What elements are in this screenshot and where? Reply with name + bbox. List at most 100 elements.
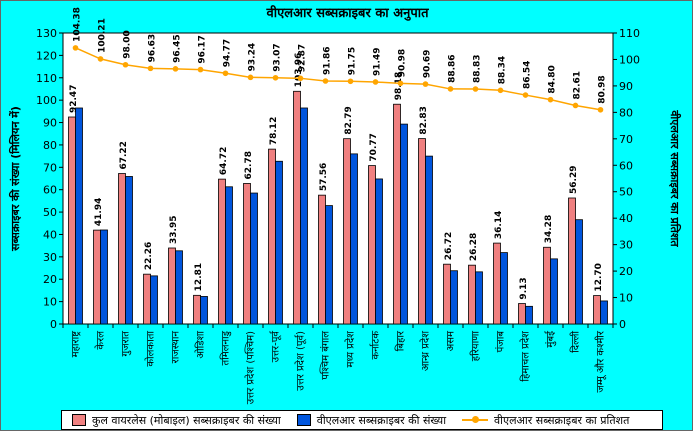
bar-vlr [250, 192, 258, 325]
bar-total [393, 103, 401, 325]
bar-data-label: 57.56 [319, 163, 329, 191]
y-left-axis-title: सब्सक्राइबर की संख्या (मिलियन में) [8, 106, 22, 252]
y-left-tick-label: 110 [36, 72, 57, 85]
bar-data-label: 22.26 [144, 242, 154, 270]
y-left-tick-label: 70 [43, 161, 57, 174]
legend-swatch-vlr [296, 414, 311, 426]
percent-point [522, 92, 529, 98]
bar-vlr [125, 176, 133, 325]
bar-vlr [100, 229, 108, 325]
y-right-tick-label: 60 [619, 159, 633, 172]
percent-point [122, 61, 129, 68]
bar-data-label: 41.94 [94, 198, 104, 226]
bar-total [568, 197, 576, 325]
y-right-tick-label: 10 [619, 292, 633, 305]
bar-vlr [550, 258, 558, 325]
bar-total [493, 242, 501, 325]
y-right-tick-label: 30 [619, 239, 633, 252]
percent-data-label: 88.83 [473, 55, 483, 83]
bar-data-label: 9.13 [519, 277, 529, 299]
y-right-tick-label: 90 [619, 80, 633, 93]
percent-line [75, 47, 601, 111]
bar-vlr [150, 275, 158, 325]
bar-vlr [75, 107, 83, 325]
legend-line-percent [462, 416, 489, 423]
bar-total [543, 246, 551, 325]
x-tick-label: मुंबई [545, 330, 557, 348]
x-tick-label: आन्ध्र प्रदेश [420, 331, 432, 371]
y-right-tick-label: 40 [619, 212, 633, 225]
percent-data-label: 92.87 [298, 44, 308, 72]
bar-total [443, 263, 451, 325]
legend-item-percent: वीएलआर सब्सक्राइबर का प्रतिशत [462, 413, 629, 428]
bar-vlr [375, 178, 383, 325]
y-left-tick-label: 0 [50, 318, 57, 331]
y-left-tick-label: 130 [36, 27, 57, 40]
percent-point [347, 78, 354, 85]
percent-data-label: 91.75 [348, 47, 358, 75]
percent-point [372, 79, 379, 85]
percent-point [172, 66, 179, 72]
percent-data-label: 93.07 [273, 43, 283, 71]
x-tick-label: असम [446, 330, 457, 351]
bar-vlr [500, 252, 508, 325]
percent-data-label: 80.98 [598, 75, 608, 103]
x-tick-label: उत्तर प्रदेश (पूर्व) [295, 331, 307, 391]
bar-vlr [425, 155, 433, 325]
percent-point [572, 102, 579, 109]
bar-vlr [450, 270, 458, 325]
bar-data-label: 92.47 [69, 85, 79, 113]
percent-point [97, 56, 104, 62]
x-tick-label: ओडिशा [195, 331, 207, 359]
x-tick-label: कोलकाता [145, 331, 157, 367]
percent-point [497, 87, 504, 94]
bar-total [468, 264, 476, 325]
legend: कुल वायरलेस (मोबाइल) सब्सक्राइबर की संख्… [61, 410, 663, 430]
y-left-tick-label: 90 [43, 117, 57, 130]
bar-vlr [575, 219, 583, 325]
percent-data-label: 91.86 [323, 47, 333, 75]
bar-vlr [300, 107, 308, 325]
legend-label-vlr: वीएलआर सब्सक्राइबर की संख्या [316, 413, 447, 427]
bar-total [218, 178, 226, 325]
percent-point [272, 74, 279, 81]
bar-total [293, 90, 301, 325]
bar-vlr [600, 300, 608, 325]
y-left-tick-label: 50 [43, 206, 57, 219]
bar-vlr [525, 305, 533, 325]
bar-total [593, 295, 601, 325]
percent-point [72, 45, 79, 51]
bar-data-label: 34.28 [544, 215, 554, 243]
bar-total [243, 183, 251, 325]
percent-data-label: 86.54 [523, 61, 533, 89]
bar-total [418, 138, 426, 325]
bar-vlr [225, 186, 233, 325]
bar-data-label: 67.22 [119, 141, 129, 169]
bar-data-label: 82.79 [344, 106, 354, 134]
x-tick-label: गुजरात [121, 331, 132, 357]
percent-data-label: 94.77 [223, 39, 233, 67]
bar-vlr [175, 250, 183, 325]
percent-data-label: 82.61 [573, 71, 583, 99]
legend-label-total: कुल वायरलेस (मोबाइल) सब्सक्राइबर की संख्… [92, 413, 281, 427]
y-right-tick-label: 110 [619, 27, 640, 40]
y-left-tick-label: 60 [43, 184, 57, 197]
y-left-tick-label: 80 [43, 139, 57, 152]
percent-point [247, 74, 254, 81]
percent-data-label: 100.21 [98, 18, 108, 53]
legend-item-total: कुल वायरलेस (मोबाइल) सब्सक्राइबर की संख्… [72, 413, 281, 428]
bar-vlr [400, 123, 408, 325]
percent-data-label: 93.24 [248, 43, 258, 71]
x-tick-label: पश्चिम बंगाल [320, 331, 332, 380]
bar-data-label: 103.96 [294, 53, 304, 88]
percent-point [597, 106, 604, 113]
legend-item-vlr: वीएलआर सब्सक्राइबर की संख्या [296, 413, 447, 428]
y-right-tick-label: 50 [619, 186, 633, 199]
x-tick-label: महाराष्ट्र [71, 331, 82, 358]
percent-point [222, 70, 229, 77]
bar-vlr [350, 153, 358, 325]
bar-total [68, 116, 76, 325]
bar-total [518, 303, 526, 325]
percent-point [447, 86, 454, 92]
